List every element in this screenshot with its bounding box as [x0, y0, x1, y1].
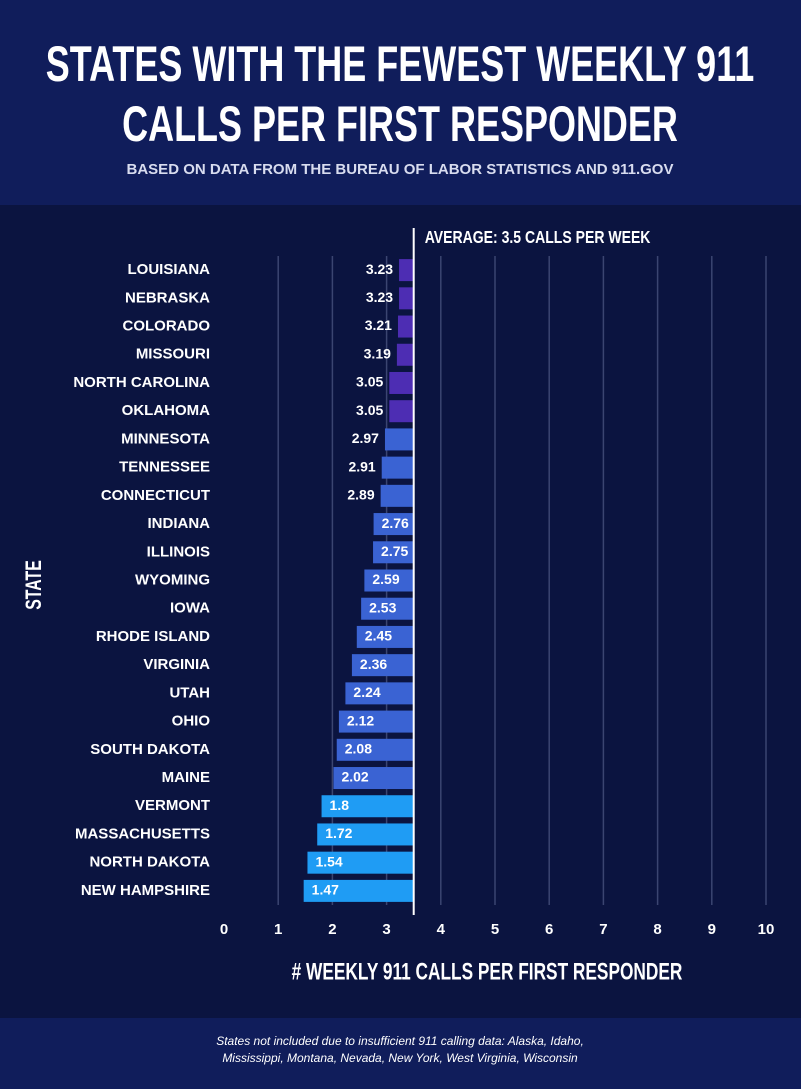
- value-label: 2.89: [347, 487, 374, 503]
- value-label: 2.97: [352, 430, 379, 446]
- bar: [303, 879, 414, 902]
- bar: [351, 654, 414, 677]
- value-label: 3.05: [356, 374, 383, 390]
- footnote: Mississippi, Montana, Nevada, New York, …: [222, 1051, 578, 1065]
- bar: [336, 738, 414, 761]
- value-label: 1.8: [330, 797, 350, 813]
- y-tick-label: SOUTH DAKOTA: [90, 741, 210, 758]
- x-tick-label: 0: [220, 921, 228, 938]
- value-label: 1.47: [312, 882, 339, 898]
- y-tick-label: NORTH DAKOTA: [89, 854, 210, 871]
- y-tick-label: MAINE: [162, 769, 210, 786]
- x-tick-label: 4: [437, 921, 446, 938]
- bar: [364, 569, 414, 592]
- bar: [317, 823, 414, 846]
- value-label: 2.45: [365, 628, 392, 644]
- value-label: 2.91: [348, 458, 375, 474]
- bar: [361, 597, 414, 620]
- y-tick-label: UTAH: [169, 684, 210, 701]
- y-tick-label: NORTH CAROLINA: [73, 374, 210, 391]
- x-tick-label: 5: [491, 921, 499, 938]
- x-tick-label: 7: [599, 921, 607, 938]
- value-label: 1.54: [315, 853, 342, 869]
- x-tick-label: 1: [274, 921, 282, 938]
- y-tick-label: COLORADO: [123, 318, 211, 335]
- x-tick-label: 6: [545, 921, 553, 938]
- bar: [373, 541, 414, 564]
- y-tick-label: IOWA: [170, 600, 210, 617]
- value-label: 2.02: [341, 769, 368, 785]
- value-label: 2.12: [347, 712, 374, 728]
- value-label: 2.59: [372, 571, 399, 587]
- bar: [396, 343, 414, 366]
- value-label: 2.36: [360, 656, 387, 672]
- y-tick-label: OKLAHOMA: [122, 402, 210, 419]
- value-label: 3.23: [366, 261, 393, 277]
- y-tick-label: LOUISIANA: [128, 261, 211, 278]
- value-label: 2.75: [381, 543, 408, 559]
- chart-title: STATES WITH THE FEWEST WEEKLY 911: [46, 38, 754, 93]
- value-label: 2.08: [345, 741, 372, 757]
- y-tick-label: OHIO: [172, 713, 211, 730]
- x-tick-label: 10: [758, 921, 775, 938]
- bar: [399, 259, 414, 282]
- x-axis-title: # WEEKLY 911 CALLS PER FIRST RESPONDER: [292, 959, 683, 985]
- x-tick-label: 2: [328, 921, 336, 938]
- y-tick-label: MINNESOTA: [121, 430, 210, 447]
- value-label: 3.19: [364, 345, 391, 361]
- y-tick-label: VIRGINIA: [143, 656, 210, 673]
- bar: [356, 625, 414, 648]
- y-tick-label: RHODE ISLAND: [96, 628, 210, 645]
- y-tick-label: NEW HAMPSHIRE: [81, 882, 210, 899]
- y-tick-label: MASSACHUSETTS: [75, 825, 210, 842]
- value-label: 3.23: [366, 289, 393, 305]
- bar: [321, 795, 414, 818]
- value-label: 3.21: [365, 317, 392, 333]
- bar: [389, 371, 414, 394]
- y-tick-label: WYOMING: [135, 571, 210, 588]
- y-tick-label: NEBRASKA: [125, 289, 210, 306]
- x-tick-label: 8: [653, 921, 661, 938]
- chart-subtitle: BASED ON DATA FROM THE BUREAU OF LABOR S…: [127, 161, 674, 178]
- value-label: 2.76: [382, 515, 409, 531]
- footer-background: [0, 1018, 801, 1089]
- bar: [381, 456, 414, 479]
- bar: [389, 400, 414, 423]
- y-tick-label: TENNESSEE: [119, 459, 210, 476]
- value-label: 1.72: [325, 825, 352, 841]
- y-tick-label: VERMONT: [135, 797, 210, 814]
- bar: [380, 484, 414, 507]
- bar: [333, 767, 414, 790]
- value-label: 2.53: [369, 599, 396, 615]
- footnote: States not included due to insufficient …: [216, 1034, 584, 1048]
- y-axis-title: STATE: [22, 560, 46, 610]
- bar: [338, 710, 414, 733]
- value-label: 2.24: [353, 684, 380, 700]
- bar: [345, 682, 414, 705]
- value-label: 3.05: [356, 402, 383, 418]
- chart-title: CALLS PER FIRST RESPONDER: [122, 98, 678, 153]
- reference-label: AVERAGE: 3.5 CALLS PER WEEK: [425, 227, 651, 247]
- bar: [384, 428, 414, 451]
- y-tick-label: ILLINOIS: [147, 543, 210, 560]
- bar: [397, 315, 414, 338]
- bar: [373, 513, 414, 536]
- y-tick-label: MISSOURI: [136, 346, 210, 363]
- y-tick-label: CONNECTICUT: [101, 487, 210, 504]
- x-tick-label: 9: [708, 921, 716, 938]
- bar: [399, 287, 414, 310]
- header-background: [0, 0, 801, 205]
- y-tick-label: INDIANA: [148, 515, 211, 532]
- x-tick-label: 3: [382, 921, 390, 938]
- bar: [307, 851, 414, 874]
